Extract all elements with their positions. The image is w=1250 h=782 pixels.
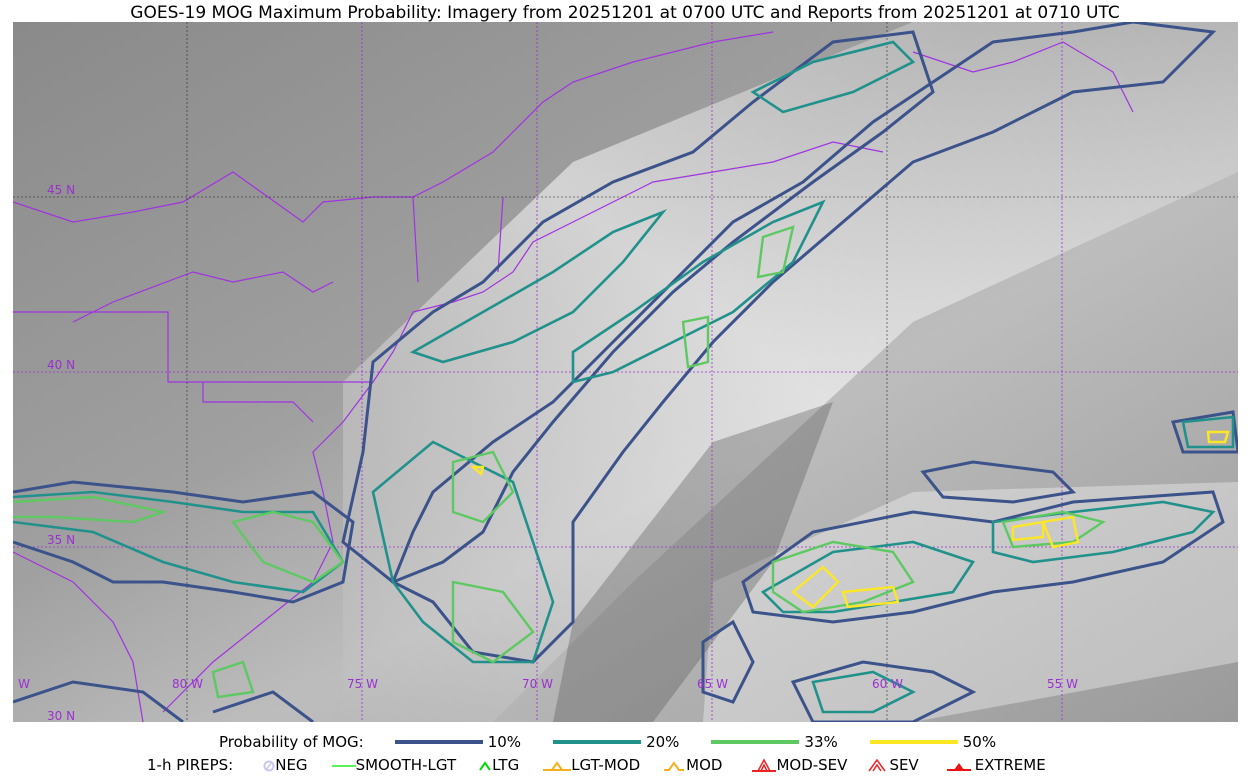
lon-label-75w: 75 W (347, 677, 378, 691)
pirep-extreme-label: EXTREME (974, 756, 1046, 774)
pirep-extreme: EXTREME (945, 756, 1046, 774)
contours-10pct (13, 22, 1238, 722)
double-caret-icon (868, 758, 887, 772)
pirep-mod-sev: MOD-SEV (752, 756, 847, 774)
lat-label-30n: 30 N (47, 709, 75, 722)
pirep-lgt-mod-label: LGT-MOD (571, 756, 641, 774)
line-icon (331, 765, 356, 767)
lon-label-60w: 60 W (872, 677, 903, 691)
legend-10pct-label: 10% (487, 733, 522, 751)
lon-label-70w: 70 W (522, 677, 553, 691)
pirep-lgt-mod: LGT-MOD (543, 756, 640, 774)
probability-legend: Probability of MOG: 10% 20% 33% 50% (0, 733, 1250, 751)
contours-20pct (13, 40, 1235, 714)
lat-label-40n: 40 N (47, 358, 75, 372)
figure-title: GOES-19 MOG Maximum Probability: Imagery… (130, 3, 1120, 23)
lat-label-35n: 35 N (47, 533, 75, 547)
legend-20pct-label: 20% (646, 733, 680, 751)
caret-icon (664, 761, 685, 771)
double-caret-bar-icon (752, 758, 777, 772)
pirep-mod-sev-label: MOD-SEV (776, 756, 848, 774)
pirep-neg: NEG (263, 756, 308, 774)
legend-10pct: 10% (394, 733, 522, 751)
caret-icon (479, 761, 491, 771)
lon-label-55w: 55 W (1047, 677, 1078, 691)
pireps-legend: 1-h PIREPS: NEG SMOOTH-LGT LTG LGT-MOD M… (0, 756, 1250, 774)
lat-label-45n: 45 N (47, 183, 75, 197)
pirep-neg-label: NEG (275, 756, 308, 774)
dark-slot (553, 402, 833, 722)
legend-20pct: 20% (553, 733, 679, 751)
swatch-50pct (869, 740, 958, 744)
pirep-smooth-lgt: SMOOTH-LGT (331, 756, 457, 774)
pirep-ltg: LTG (478, 756, 519, 774)
pirep-smooth-lgt-label: SMOOTH-LGT (355, 756, 457, 774)
swatch-10pct (394, 740, 483, 744)
graticule (13, 22, 1238, 722)
probability-legend-title: Probability of MOG: (219, 733, 364, 751)
legend-50pct: 50% (869, 733, 997, 751)
legend-50pct-label: 50% (962, 733, 997, 751)
legend-33pct: 33% (711, 733, 838, 751)
swatch-33pct (711, 740, 800, 744)
pirep-sev-label: SEV (889, 756, 919, 774)
pirep-mod-label: MOD (686, 756, 723, 774)
pirep-mod: MOD (662, 756, 722, 774)
caret-bar-icon (543, 761, 572, 771)
swatch-20pct (553, 740, 642, 744)
contours-50pct (469, 430, 1230, 609)
neg-circle-icon (263, 760, 275, 772)
pirep-sev: SEV (865, 756, 919, 774)
lon-label-80w: 80 W (172, 677, 203, 691)
pirep-ltg-label: LTG (492, 756, 520, 774)
lon-label-65w: 65 W (697, 677, 728, 691)
lon-label-85w: 85 W (13, 677, 30, 691)
legend-33pct-label: 33% (804, 733, 838, 751)
satellite-map: 85 W 80 W 75 W 70 W 65 W 60 W 55 W 45 N … (13, 22, 1238, 722)
filled-triangle-icon (946, 763, 971, 771)
contours-33pct (13, 225, 1106, 699)
pireps-legend-title: 1-h PIREPS: (147, 756, 234, 774)
